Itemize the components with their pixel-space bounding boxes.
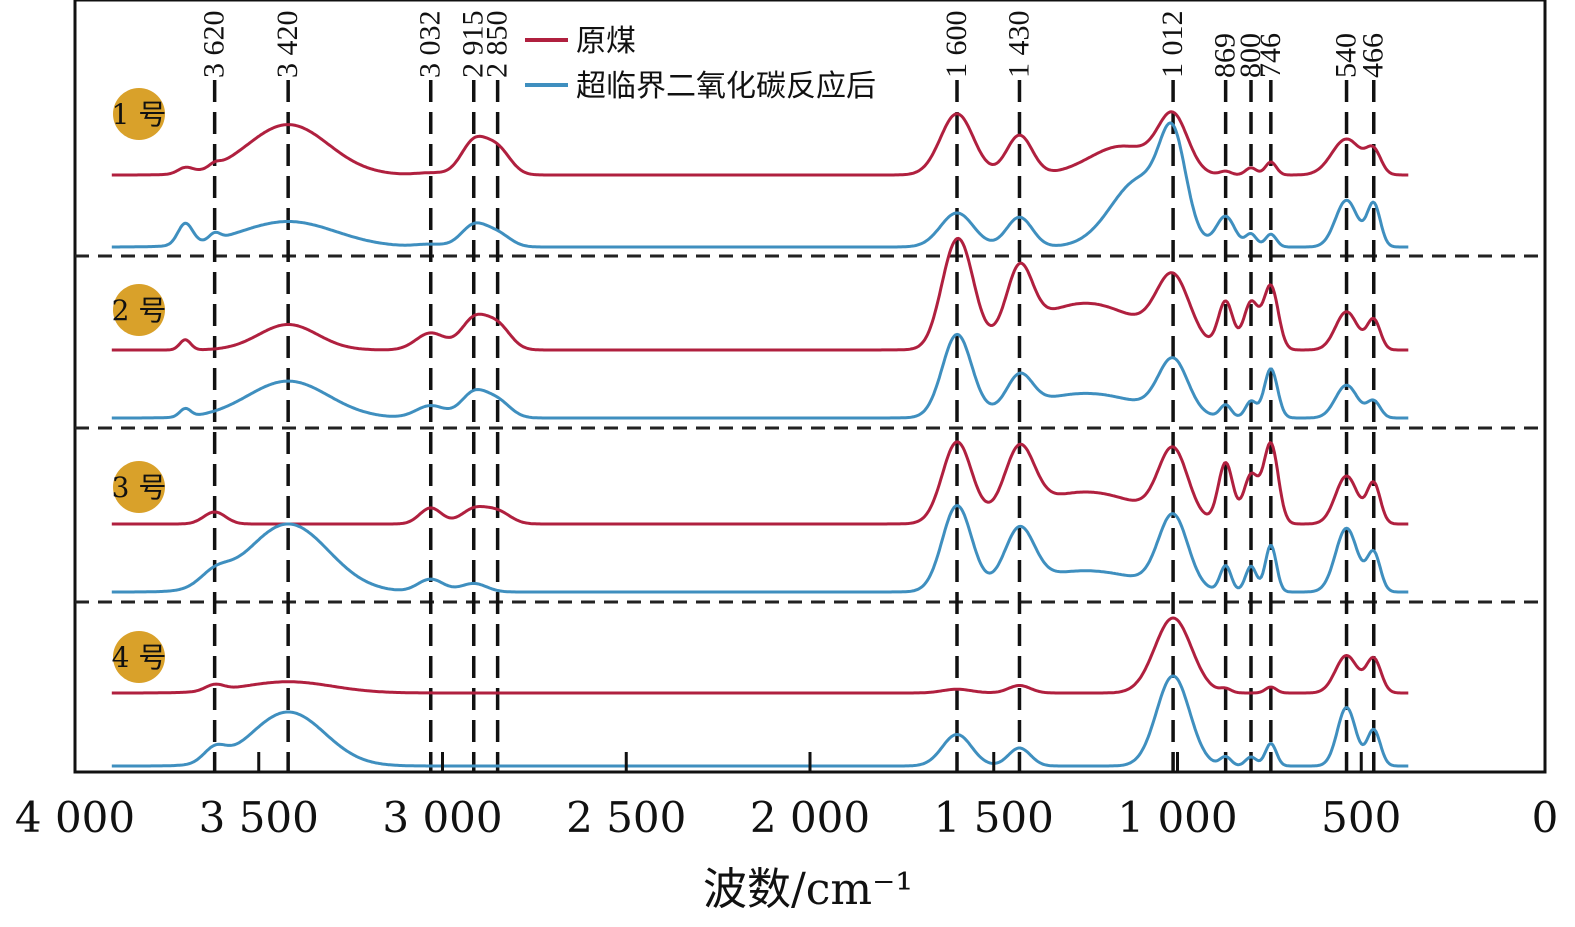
peak-label-1600: 1 600 <box>940 11 973 79</box>
peak-label-3420: 3 420 <box>271 11 304 79</box>
x-tick-label-0: 0 <box>1532 793 1559 842</box>
panel-badges: 1 号 2 号 3 号 4 号 <box>112 88 167 683</box>
legend-label-1: 原煤 <box>576 24 636 59</box>
panel-label-1: 1 号 <box>112 98 167 131</box>
x-tick-label-3500: 3 500 <box>199 793 319 842</box>
panel-dividers <box>75 254 1545 604</box>
panel-label-2: 2 号 <box>112 294 167 327</box>
peak-label-1430: 1 430 <box>1002 11 1035 79</box>
x-axis-ticks: 4 000 3 500 3 000 2 500 2 000 1 500 1 000 500 0 <box>15 752 1558 842</box>
legend-label-2: 超临界二氧化碳反应后 <box>576 69 876 104</box>
x-tick-label-4000: 4 000 <box>15 793 135 842</box>
peak-marker-lines <box>212 80 1376 772</box>
panel-badge-2 <box>113 284 165 336</box>
peak-label-800: 800 <box>1234 33 1267 78</box>
series-line-panel4-raw-coal <box>111 616 1409 695</box>
spectrum-series <box>111 110 1409 768</box>
peak-label-869: 869 <box>1209 33 1242 78</box>
peak-label-1012: 1 012 <box>1156 11 1189 79</box>
panel-badge-3 <box>113 461 165 513</box>
peak-label-746: 746 <box>1254 33 1287 78</box>
peak-label-2915: 2 915 <box>457 11 490 79</box>
series-line-panel3-raw-coal <box>111 440 1409 526</box>
series-line-panel1-raw-coal <box>111 110 1409 177</box>
plot-frame <box>73 0 1547 774</box>
x-tick-label-3000: 3 000 <box>382 793 502 842</box>
series-line-panel4-after-co2 <box>111 674 1409 768</box>
peak-label-540: 540 <box>1330 33 1363 78</box>
series-line-panel3-after-co2 <box>111 504 1409 594</box>
series-line-panel1-after-co2 <box>111 121 1409 249</box>
panel-label-3: 3 号 <box>112 471 167 504</box>
panel-badge-4 <box>113 631 165 683</box>
x-tick-label-500: 500 <box>1321 793 1401 842</box>
x-axis-label: 波数/cm⁻¹ <box>703 864 913 915</box>
x-tick-label-2500: 2 500 <box>566 793 686 842</box>
series-line-panel2-raw-coal <box>111 236 1409 352</box>
peak-label-466: 466 <box>1357 33 1390 78</box>
panel-label-4: 4 号 <box>112 641 167 674</box>
x-tick-label-1000: 1 000 <box>1117 793 1237 842</box>
series-line-panel2-after-co2 <box>111 332 1409 420</box>
peak-label-2850: 2 850 <box>481 11 514 79</box>
panel-badge-1 <box>113 88 165 140</box>
x-tick-label-1500: 1 500 <box>934 793 1054 842</box>
peak-label-3032: 3 032 <box>414 11 447 79</box>
peak-label-3620: 3 620 <box>198 11 231 79</box>
x-tick-label-2000: 2 000 <box>750 793 870 842</box>
